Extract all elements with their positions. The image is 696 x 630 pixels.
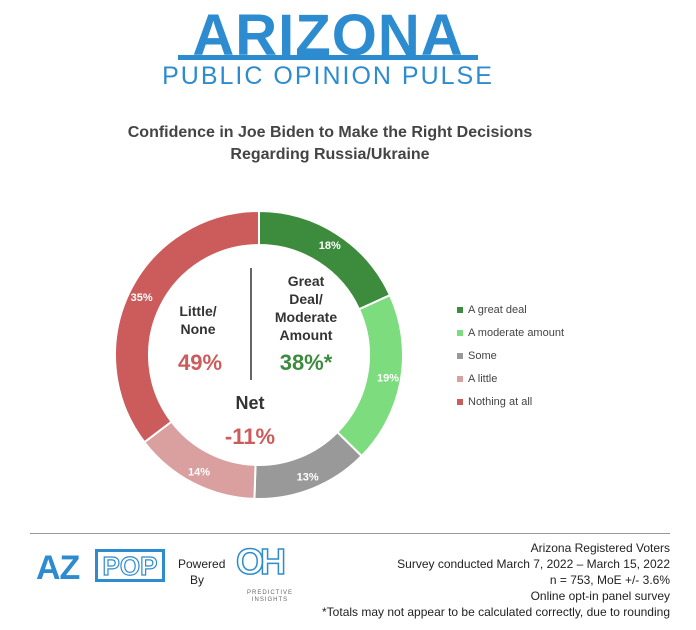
net-label: Net: [235, 393, 265, 413]
powered-by-line1: Powered: [178, 557, 226, 571]
azpop-logo-pop: POP: [95, 549, 165, 582]
survey-note: *Totals may not appear to be calculated …: [322, 605, 670, 619]
legend-swatch: [457, 375, 463, 382]
oh-caption-line1: PREDICTIVE: [246, 590, 293, 596]
donut-data-label: 18%: [319, 240, 341, 252]
chart-title: Confidence in Joe Biden to Make the Righ…: [0, 122, 660, 166]
oh-predictive-logo: OH: [235, 540, 287, 583]
left-group-label-line1: Little/: [179, 303, 217, 319]
left-group-label-line2: None: [180, 321, 216, 337]
brand-rule: [178, 55, 478, 60]
right-group-label: Great Deal/ Moderate Amount: [262, 272, 350, 344]
donut-chart: 18% 19% 13% 14% 35%: [114, 209, 404, 500]
center-divider: [250, 268, 252, 380]
legend-label: A great deal: [468, 303, 527, 316]
donut-data-label: 13%: [297, 472, 319, 484]
net-value: -11%: [224, 424, 276, 449]
legend-label: Nothing at all: [468, 395, 533, 408]
legend-label: A moderate amount: [468, 326, 565, 339]
donut-data-label: 35%: [131, 292, 153, 304]
survey-note: n = 753, MoE +/- 3.6%: [549, 573, 670, 587]
legend-label: A little: [468, 372, 498, 385]
legend-item: Some: [457, 344, 564, 367]
powered-by-line2: By: [189, 573, 204, 587]
legend-swatch: [457, 306, 463, 313]
right-group-value: 38%*: [279, 350, 333, 375]
left-group-label: Little/ None: [168, 302, 228, 338]
azpop-logo-az: AZ: [36, 549, 80, 587]
powered-by-text: Powered By: [178, 556, 226, 588]
legend-item: Nothing at all: [457, 390, 564, 413]
oh-predictive-caption: PREDICTIVE INSIGHTS: [240, 590, 300, 604]
right-group-label-line1: Great: [287, 273, 325, 289]
left-group-value: 49%: [177, 350, 223, 375]
legend-swatch: [457, 398, 463, 405]
right-group-label-line2: Deal/: [289, 291, 323, 307]
legend-item: A moderate amount: [457, 321, 564, 344]
donut-data-label: 19%: [377, 373, 399, 385]
oh-caption-line2: INSIGHTS: [251, 597, 289, 603]
legend-swatch: [457, 329, 463, 336]
donut-data-label: 14%: [188, 466, 210, 478]
legend-item: A great deal: [457, 298, 564, 321]
survey-note: Survey conducted March 7, 2022 – March 1…: [397, 557, 670, 571]
survey-notes: Arizona Registered Voters Survey conduct…: [322, 540, 670, 620]
right-group-label-line4: Amount: [279, 327, 333, 343]
chart-title-line1: Confidence in Joe Biden to Make the Righ…: [127, 124, 533, 141]
legend: A great deal A moderate amount Some A li…: [457, 298, 564, 413]
survey-note: Arizona Registered Voters: [530, 541, 670, 555]
chart-title-line2: Regarding Russia/Ukraine: [230, 146, 430, 163]
legend-swatch: [457, 352, 463, 359]
legend-item: A little: [457, 367, 564, 390]
survey-note: Online opt-in panel survey: [530, 589, 670, 603]
footer-divider: [30, 533, 670, 534]
legend-label: Some: [468, 349, 497, 362]
brand-subtitle: PUBLIC OPINION PULSE: [162, 62, 494, 90]
right-group-label-line3: Moderate: [274, 309, 338, 325]
donut-slice-nothing-at-all: [114, 209, 260, 444]
